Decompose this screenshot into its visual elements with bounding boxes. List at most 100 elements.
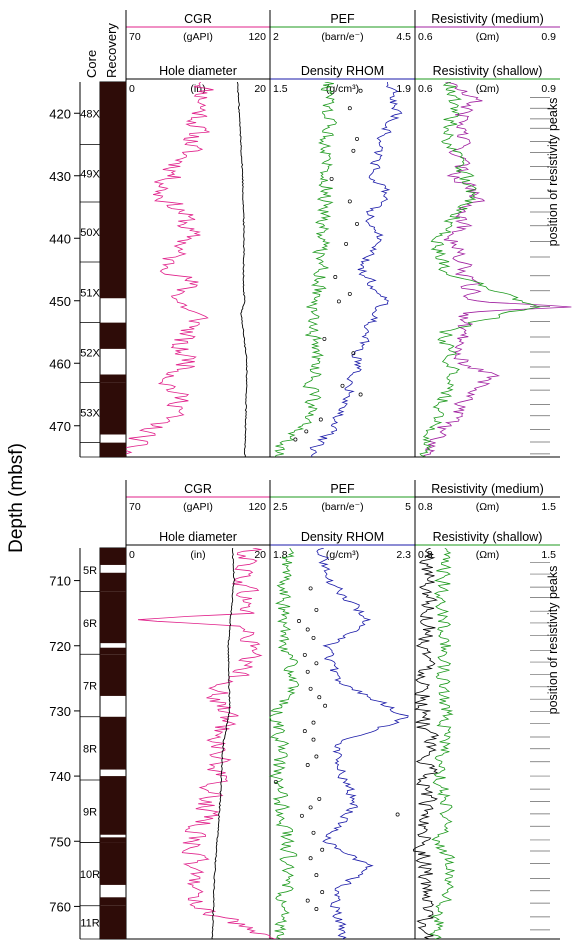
depth-tick-label: 740 xyxy=(49,769,71,784)
upper-log-panel: Core Recovery CGR 70 (gAPI) 120 Hole diameter 0… xyxy=(49,10,572,458)
density-sample-point xyxy=(308,686,313,691)
density-sample-point xyxy=(314,907,319,911)
depth-tick-label: 430 xyxy=(49,169,71,184)
density-sample-point xyxy=(305,627,310,632)
depth-tick-label: 720 xyxy=(49,639,71,654)
core-recovered-interval xyxy=(100,842,126,885)
log-curve-resistivity-shallow- xyxy=(428,548,456,939)
density-sample-point xyxy=(323,703,328,708)
track-header-title: PEF xyxy=(330,482,355,496)
density-sample-point xyxy=(314,873,319,878)
depth-tick-label: 420 xyxy=(49,106,71,121)
core-label: 50X xyxy=(80,227,100,239)
track-scale-unit: (in) xyxy=(190,549,205,561)
core-label: 53X xyxy=(80,408,100,420)
log-curve-density-rhom xyxy=(309,82,403,457)
track-scale-max: 2.3 xyxy=(396,549,411,561)
track-scale-max: 1.9 xyxy=(396,83,411,95)
track-header-title: Density RHOM xyxy=(301,64,384,78)
track-scale-min: 0.8 xyxy=(418,501,433,513)
track-scale-min: 0 xyxy=(129,83,135,95)
core-label: 8R xyxy=(83,743,97,755)
track-header-title: Density RHOM xyxy=(301,530,384,544)
log-curve-cgr xyxy=(137,548,276,939)
core-recovered-interval xyxy=(100,905,126,939)
density-sample-point xyxy=(305,763,310,767)
curve-layer xyxy=(126,82,572,457)
core-recovered-interval xyxy=(100,262,126,299)
track-scale-min: 1.8 xyxy=(273,549,288,561)
core-label: 5R xyxy=(83,565,97,577)
density-sample-point xyxy=(311,635,316,640)
core-recovered-interval xyxy=(100,382,126,435)
track-scale-min: 2.5 xyxy=(273,501,288,513)
core-label: 11R xyxy=(80,917,99,929)
density-sample-point xyxy=(273,779,278,784)
density-sample-point xyxy=(297,619,301,623)
density-sample-point xyxy=(317,695,322,700)
track-scale-max: 20 xyxy=(254,83,266,95)
track-scale-max: 120 xyxy=(248,501,266,513)
curve-layer xyxy=(137,548,456,939)
density-sample-point xyxy=(344,241,349,246)
track-header-title: Hole diameter xyxy=(159,530,237,544)
density-sample-point xyxy=(355,136,359,141)
depth-tick-label: 440 xyxy=(49,231,71,246)
density-sample-point xyxy=(314,661,319,666)
depth-tick-label: 760 xyxy=(49,899,71,914)
resistivity-peaks-label: position of resistivity peaks xyxy=(546,566,560,715)
core-label: 51X xyxy=(80,287,100,299)
log-curve-hole-diameter xyxy=(211,548,235,939)
track-scale-min: 0 xyxy=(129,549,135,561)
track-scale-unit: (barn/e⁻) xyxy=(321,31,363,43)
core-column-header: Core xyxy=(84,50,99,78)
track-scale-min: 70 xyxy=(129,31,141,43)
track-scale-unit: (Ωm) xyxy=(476,501,500,513)
density-sample-point xyxy=(305,669,310,674)
core-recovered-interval xyxy=(100,572,126,592)
track-scale-max: 120 xyxy=(248,31,266,43)
core-label: 48X xyxy=(80,108,100,120)
track-scale-max: 1.5 xyxy=(541,549,556,561)
density-sample-point xyxy=(302,652,307,657)
density-sample-point xyxy=(329,176,334,181)
density-sample-point xyxy=(311,720,316,725)
core-label: 49X xyxy=(80,168,100,180)
track-scale-min: 0.8 xyxy=(418,549,433,561)
density-sample-point xyxy=(358,88,363,93)
track-scale-unit: (g/cm³) xyxy=(326,549,359,561)
density-sample-point xyxy=(308,856,313,861)
core-recovered-interval xyxy=(100,647,126,655)
density-sample-point xyxy=(336,299,341,304)
track-scale-unit: (Ωm) xyxy=(476,83,500,95)
core-recovered-interval xyxy=(100,897,126,906)
density-sample-point xyxy=(311,830,316,835)
depth-axis-label: Depth (mbsf) xyxy=(6,443,27,553)
depth-tick-label: 460 xyxy=(49,356,71,371)
core-recovered-interval xyxy=(100,374,126,383)
core-recovered-interval xyxy=(100,779,126,835)
core-recovered-interval xyxy=(100,654,126,696)
depth-tick-label: 730 xyxy=(49,704,71,719)
core-recovered-interval xyxy=(100,144,126,202)
track-scale-max: 1.5 xyxy=(541,501,556,513)
log-curve-resistivity-medium- xyxy=(413,548,440,939)
track-scale-max: 5 xyxy=(405,501,411,513)
track-scale-max: 4.5 xyxy=(396,31,411,43)
track-scale-unit: (Ωm) xyxy=(476,31,500,43)
log-curve-resistivity-medium- xyxy=(423,82,572,457)
log-curve-resistivity-shallow- xyxy=(419,82,541,457)
core-recovered-interval xyxy=(100,776,126,780)
track-scale-unit: (Ωm) xyxy=(476,549,500,561)
recovery-column-header: Recovery xyxy=(104,23,119,78)
track-header-title: PEF xyxy=(330,12,355,26)
track-scale-min: 2 xyxy=(273,31,279,43)
lower-log-panel: CGR 70 (gAPI) 120 Hole diameter 0 (in) 20 PEF 2.5… xyxy=(49,480,560,940)
resistivity-peaks-label: position of resistivity peaks xyxy=(546,98,560,247)
density-sample-point xyxy=(333,275,338,279)
density-sample-point xyxy=(299,813,304,818)
core-recovered-interval xyxy=(100,837,126,843)
core-recovered-interval xyxy=(100,591,126,644)
core-recovered-interval xyxy=(100,716,126,770)
